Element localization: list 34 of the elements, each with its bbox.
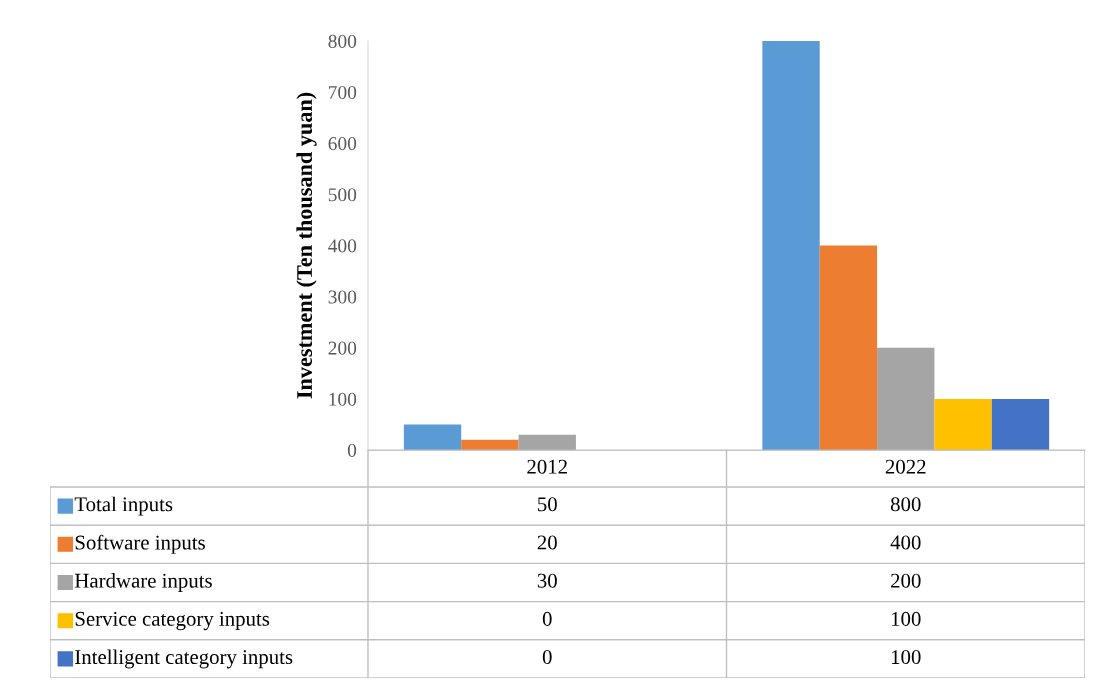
- legend-label: Software inputs: [75, 534, 205, 554]
- bar: [991, 398, 1050, 450]
- bar: [762, 41, 820, 450]
- data-label: 800: [890, 497, 921, 512]
- data-label: 30: [537, 573, 557, 588]
- bar: [518, 434, 576, 450]
- y-axis-title: Investment (Ten thousand yuan): [296, 92, 317, 399]
- bar: [819, 245, 878, 450]
- x-tick-label: 2012: [527, 459, 567, 474]
- y-tick-label: 700: [329, 85, 357, 100]
- data-label: 50: [538, 497, 557, 512]
- y-tick-label: 100: [329, 392, 357, 406]
- bar: [877, 347, 935, 450]
- data-label: 20: [537, 535, 557, 550]
- legend-label: Total inputs: [74, 496, 173, 516]
- y-tick-label: 300: [328, 290, 357, 304]
- data-label: 0: [542, 611, 552, 626]
- y-tick-label: 800: [328, 34, 357, 48]
- data-label: 0: [542, 650, 552, 665]
- y-tick-label: 0: [347, 443, 357, 457]
- data-label: 100: [891, 611, 921, 626]
- y-tick-label: 200: [328, 341, 357, 355]
- y-tick-label: 500: [328, 188, 357, 202]
- bar: [403, 424, 462, 450]
- y-tick-label: 400: [328, 239, 357, 253]
- y-tick-label: 600: [328, 137, 357, 151]
- data-label: 200: [891, 573, 921, 588]
- legend-label: Hardware inputs: [74, 573, 212, 592]
- legend-label: Intelligent category inputs: [75, 649, 293, 669]
- bar: [934, 398, 992, 450]
- data-label: 100: [891, 650, 921, 665]
- legend-label: Service category inputs: [75, 611, 270, 631]
- x-tick-label: 2022: [885, 459, 926, 474]
- data-label: 400: [890, 535, 921, 550]
